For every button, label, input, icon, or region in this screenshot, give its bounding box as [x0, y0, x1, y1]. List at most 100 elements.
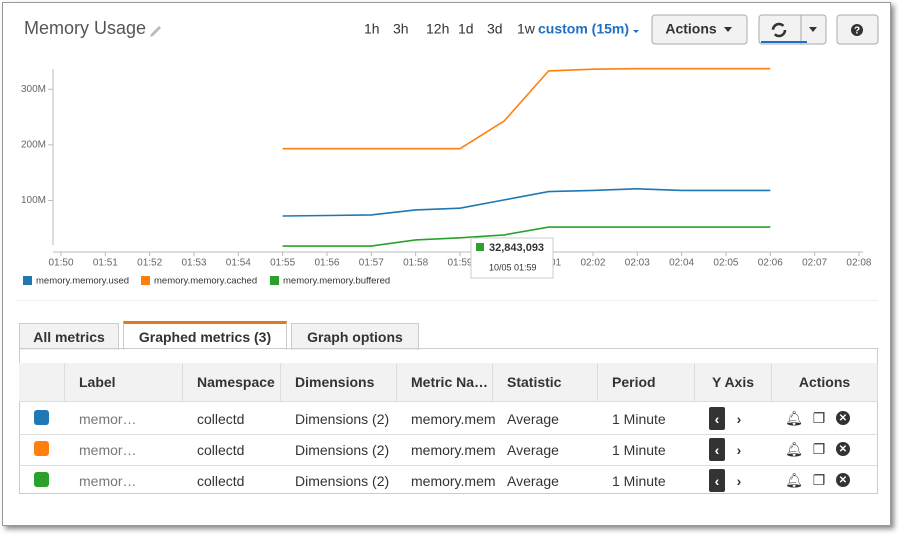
- series-line: [282, 67, 771, 150]
- help-icon: [851, 24, 863, 36]
- table-cell: memory.memo: [411, 472, 495, 489]
- alarm-icon[interactable]: 🔔︎: [786, 472, 802, 488]
- remove-icon[interactable]: ✕: [836, 442, 850, 456]
- y-tick-label: 300M: [21, 84, 46, 95]
- actions-button[interactable]: [651, 14, 748, 45]
- metrics-panel: [19, 348, 878, 494]
- series-line: [282, 226, 771, 247]
- range-button[interactable]: 1h: [364, 21, 380, 37]
- column-header: Statistic: [493, 363, 598, 401]
- range-button[interactable]: 12h: [426, 21, 449, 37]
- x-tick-label: 02:08: [846, 258, 871, 269]
- x-tick-label: 01:58: [403, 258, 428, 269]
- column-header: Metric Na…: [397, 363, 493, 401]
- table-cell: memor…: [79, 410, 137, 427]
- x-tick-label: 02:04: [669, 258, 694, 269]
- tab[interactable]: Graphed metrics (3): [123, 321, 287, 350]
- column-header: Y Axis: [695, 363, 772, 401]
- x-tick-label: 01:50: [48, 258, 73, 269]
- legend-swatch: [23, 276, 32, 285]
- table-cell: memory.memo: [411, 410, 495, 427]
- row-line: [19, 434, 878, 435]
- y-right-button[interactable]: ›: [736, 410, 742, 427]
- y-left-button[interactable]: ‹: [709, 438, 725, 461]
- x-tick-label: 01:59: [447, 258, 472, 269]
- tab[interactable]: Graph options: [291, 323, 419, 350]
- x-tick-label: 02:03: [625, 258, 650, 269]
- refresh-button[interactable]: [758, 14, 827, 45]
- alarm-icon[interactable]: 🔔︎: [786, 441, 802, 457]
- table-cell: collectd: [197, 441, 245, 458]
- series-color: [34, 472, 49, 487]
- legend-swatch: [270, 276, 279, 285]
- x-tick-label: 01:56: [314, 258, 339, 269]
- x-tick-label: 02:02: [580, 258, 605, 269]
- range-button[interactable]: 1w: [517, 21, 536, 37]
- series-color: [34, 410, 49, 425]
- y-tick-label: 200M: [21, 139, 46, 150]
- remove-icon[interactable]: ✕: [836, 411, 850, 425]
- edit-icon[interactable]: [150, 26, 161, 37]
- table-cell: Dimensions (2): [295, 441, 390, 458]
- column-header: Namespace: [183, 363, 281, 401]
- range-custom[interactable]: custom (15m): [538, 21, 629, 37]
- row-line: [19, 401, 878, 402]
- legend-label: memory.memory.buffered: [283, 276, 390, 287]
- legend-label: memory.memory.used: [36, 276, 129, 287]
- table-cell: collectd: [197, 472, 245, 489]
- x-tick-label: 02:05: [713, 258, 738, 269]
- y-right-button[interactable]: ›: [736, 441, 742, 458]
- x-tick-label: 01:51: [93, 258, 118, 269]
- column-header: Dimensions: [281, 363, 397, 401]
- y-tick-label: 100M: [21, 195, 46, 206]
- x-tick-label: 01:55: [270, 258, 295, 269]
- column-header: Label: [65, 363, 183, 401]
- table-cell: memor…: [79, 441, 137, 458]
- caret: [724, 27, 732, 32]
- table-cell: Average: [507, 472, 559, 489]
- header-cell: [19, 363, 65, 401]
- legend-label: memory.memory.cached: [154, 276, 257, 287]
- table-cell: 1 Minute: [612, 410, 666, 427]
- tooltip-value: 32,843,093: [489, 242, 544, 254]
- tooltip: [470, 237, 554, 279]
- table-cell: 1 Minute: [612, 472, 666, 489]
- range-button[interactable]: 3d: [487, 21, 503, 37]
- y-left-button[interactable]: ‹: [709, 469, 725, 492]
- copy-icon[interactable]: ❐: [812, 441, 826, 457]
- tooltip-swatch: [476, 243, 484, 251]
- table-cell: collectd: [197, 410, 245, 427]
- table-cell: 1 Minute: [612, 441, 666, 458]
- copy-icon[interactable]: ❐: [812, 410, 826, 426]
- copy-icon[interactable]: ❐: [812, 472, 826, 488]
- legend-swatch: [141, 276, 150, 285]
- range-button[interactable]: 1d: [458, 21, 474, 37]
- window: Memory Usage Actions ? ••• 1h3h12h1d3d1w…: [2, 2, 891, 526]
- alarm-icon[interactable]: 🔔︎: [786, 410, 802, 426]
- caret: [633, 30, 639, 33]
- x-tick-label: 02:06: [758, 258, 783, 269]
- y-left-button[interactable]: ‹: [709, 407, 725, 430]
- x-tick-label: 02:07: [802, 258, 827, 269]
- column-header: Period: [598, 363, 695, 401]
- y-right-button[interactable]: ›: [736, 472, 742, 489]
- graph-area: Memory Usage Actions ? ••• 1h3h12h1d3d1w…: [17, 14, 879, 301]
- title: Memory Usage: [24, 18, 146, 38]
- refresh-icon: [771, 22, 787, 38]
- help-mark: ?: [854, 26, 860, 37]
- actions-label: Actions: [665, 21, 717, 37]
- caret: [809, 27, 817, 32]
- range-button[interactable]: 3h: [393, 21, 409, 37]
- x-tick-label: 01:57: [359, 258, 384, 269]
- table-cell: Dimensions (2): [295, 410, 390, 427]
- x-tick-label: 01:53: [181, 258, 206, 269]
- tab[interactable]: All metrics: [19, 323, 119, 350]
- table-cell: memory.memo: [411, 441, 495, 458]
- row-line: [19, 465, 878, 466]
- column-header: Actions: [772, 363, 878, 401]
- tooltip-date: 10/05 01:59: [489, 262, 537, 272]
- series-color: [34, 441, 49, 456]
- series-line: [282, 187, 771, 217]
- remove-icon[interactable]: ✕: [836, 473, 850, 487]
